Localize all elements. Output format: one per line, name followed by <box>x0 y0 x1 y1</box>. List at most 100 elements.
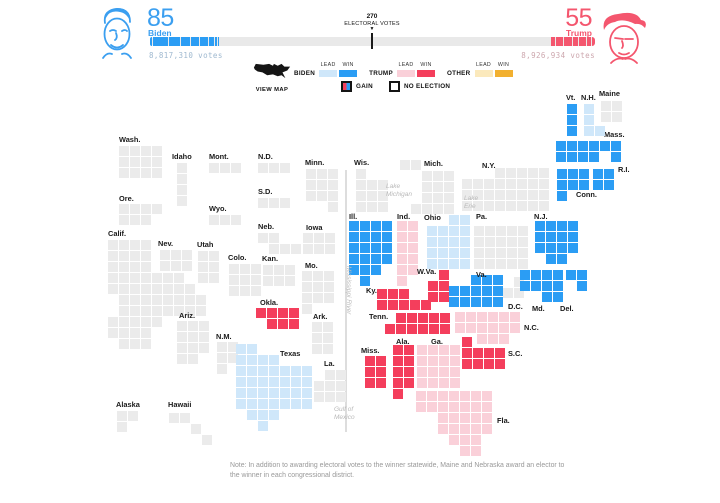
ev-square <box>553 270 563 280</box>
ev-square <box>439 292 449 302</box>
ev-square <box>130 240 140 250</box>
ev-square <box>510 312 520 322</box>
ev-square <box>119 284 129 294</box>
ev-square <box>371 254 381 264</box>
ev-square <box>328 202 338 212</box>
ev-square <box>399 289 409 299</box>
state-label-mass: Mass. <box>604 130 625 139</box>
ev-square <box>428 281 438 291</box>
ev-square <box>306 180 316 190</box>
ev-square <box>397 254 407 264</box>
ev-square <box>280 388 290 398</box>
ev-square <box>236 366 246 376</box>
ev-square <box>130 262 140 272</box>
ev-square <box>202 435 212 445</box>
ev-square <box>229 264 239 274</box>
ev-square <box>119 168 129 178</box>
ev-square <box>285 265 295 275</box>
geo-label-mississippi-river: Mississippi River <box>345 266 352 315</box>
ev-square <box>313 293 323 303</box>
ev-square <box>141 157 151 167</box>
state-label-kan: Kan. <box>262 254 279 263</box>
ev-square <box>141 240 151 250</box>
ev-square <box>422 171 432 181</box>
ev-square <box>177 174 187 184</box>
ev-square <box>180 413 190 423</box>
ev-square <box>439 367 449 377</box>
ev-square <box>188 321 198 331</box>
ev-square <box>119 262 129 272</box>
ev-square <box>460 413 470 423</box>
ev-square <box>198 273 208 283</box>
legend-color-groups: BIDEN LEAD WIN TRUMP LEAD WIN OTHER LEAD WIN <box>294 62 513 77</box>
ev-square <box>518 226 528 236</box>
ev-square <box>251 286 261 296</box>
ev-square <box>404 367 414 377</box>
ev-square <box>247 410 257 420</box>
legend-group-name: OTHER <box>446 69 471 77</box>
bar-segment <box>208 37 214 46</box>
ev-square <box>152 306 162 316</box>
ev-square <box>557 232 567 242</box>
ev-square <box>376 367 386 377</box>
ev-square <box>493 275 503 285</box>
ev-square <box>198 262 208 272</box>
ev-square <box>182 250 192 260</box>
ev-square <box>566 270 576 280</box>
ev-square <box>589 152 599 162</box>
ev-square <box>323 344 333 354</box>
ev-square <box>356 191 366 201</box>
ev-square <box>251 275 261 285</box>
ev-square <box>482 297 492 307</box>
ev-square <box>328 180 338 190</box>
ev-square <box>141 168 151 178</box>
ev-square <box>449 391 459 401</box>
ev-square <box>385 324 395 334</box>
state-label-mich: Mich. <box>424 159 443 168</box>
ev-square <box>507 237 517 247</box>
ev-square <box>312 333 322 343</box>
ev-square <box>496 237 506 247</box>
ev-square <box>439 270 449 280</box>
ev-square <box>360 232 370 242</box>
ev-square <box>177 196 187 206</box>
state-label-maine: Maine <box>599 89 620 98</box>
ev-square <box>314 392 324 402</box>
ev-square <box>199 321 209 331</box>
ev-square <box>473 201 483 211</box>
ev-square <box>444 204 454 214</box>
ev-square <box>141 262 151 272</box>
ev-square <box>510 323 520 333</box>
ev-square <box>422 193 432 203</box>
ev-square <box>141 146 151 156</box>
ev-square <box>141 215 151 225</box>
ev-square <box>360 243 370 253</box>
ev-square <box>325 381 335 391</box>
ev-square <box>312 322 322 332</box>
ev-square <box>428 345 438 355</box>
ev-square <box>360 265 370 275</box>
ev-square <box>269 198 279 208</box>
ev-square <box>152 168 162 178</box>
ev-square <box>130 273 140 283</box>
ev-square <box>542 270 552 280</box>
legend-win-swatch <box>416 70 435 77</box>
bar-segment <box>152 37 169 46</box>
ev-square <box>130 146 140 156</box>
ev-square <box>236 377 246 387</box>
ev-square <box>141 306 151 316</box>
ev-square <box>460 237 470 247</box>
legend-group-name: TRUMP <box>369 69 393 77</box>
state-label-nm: N.M. <box>216 332 232 341</box>
ev-square <box>427 237 437 247</box>
ev-square <box>378 202 388 212</box>
ev-square <box>302 271 312 281</box>
view-map-button[interactable]: VIEW MAP <box>248 60 296 93</box>
ev-square <box>438 424 448 434</box>
ev-square <box>567 152 577 162</box>
state-label-nev: Nev. <box>158 239 174 248</box>
legend-win-label: WIN <box>342 62 354 68</box>
ev-square <box>450 345 460 355</box>
ev-square <box>317 169 327 179</box>
ev-square <box>119 240 129 250</box>
